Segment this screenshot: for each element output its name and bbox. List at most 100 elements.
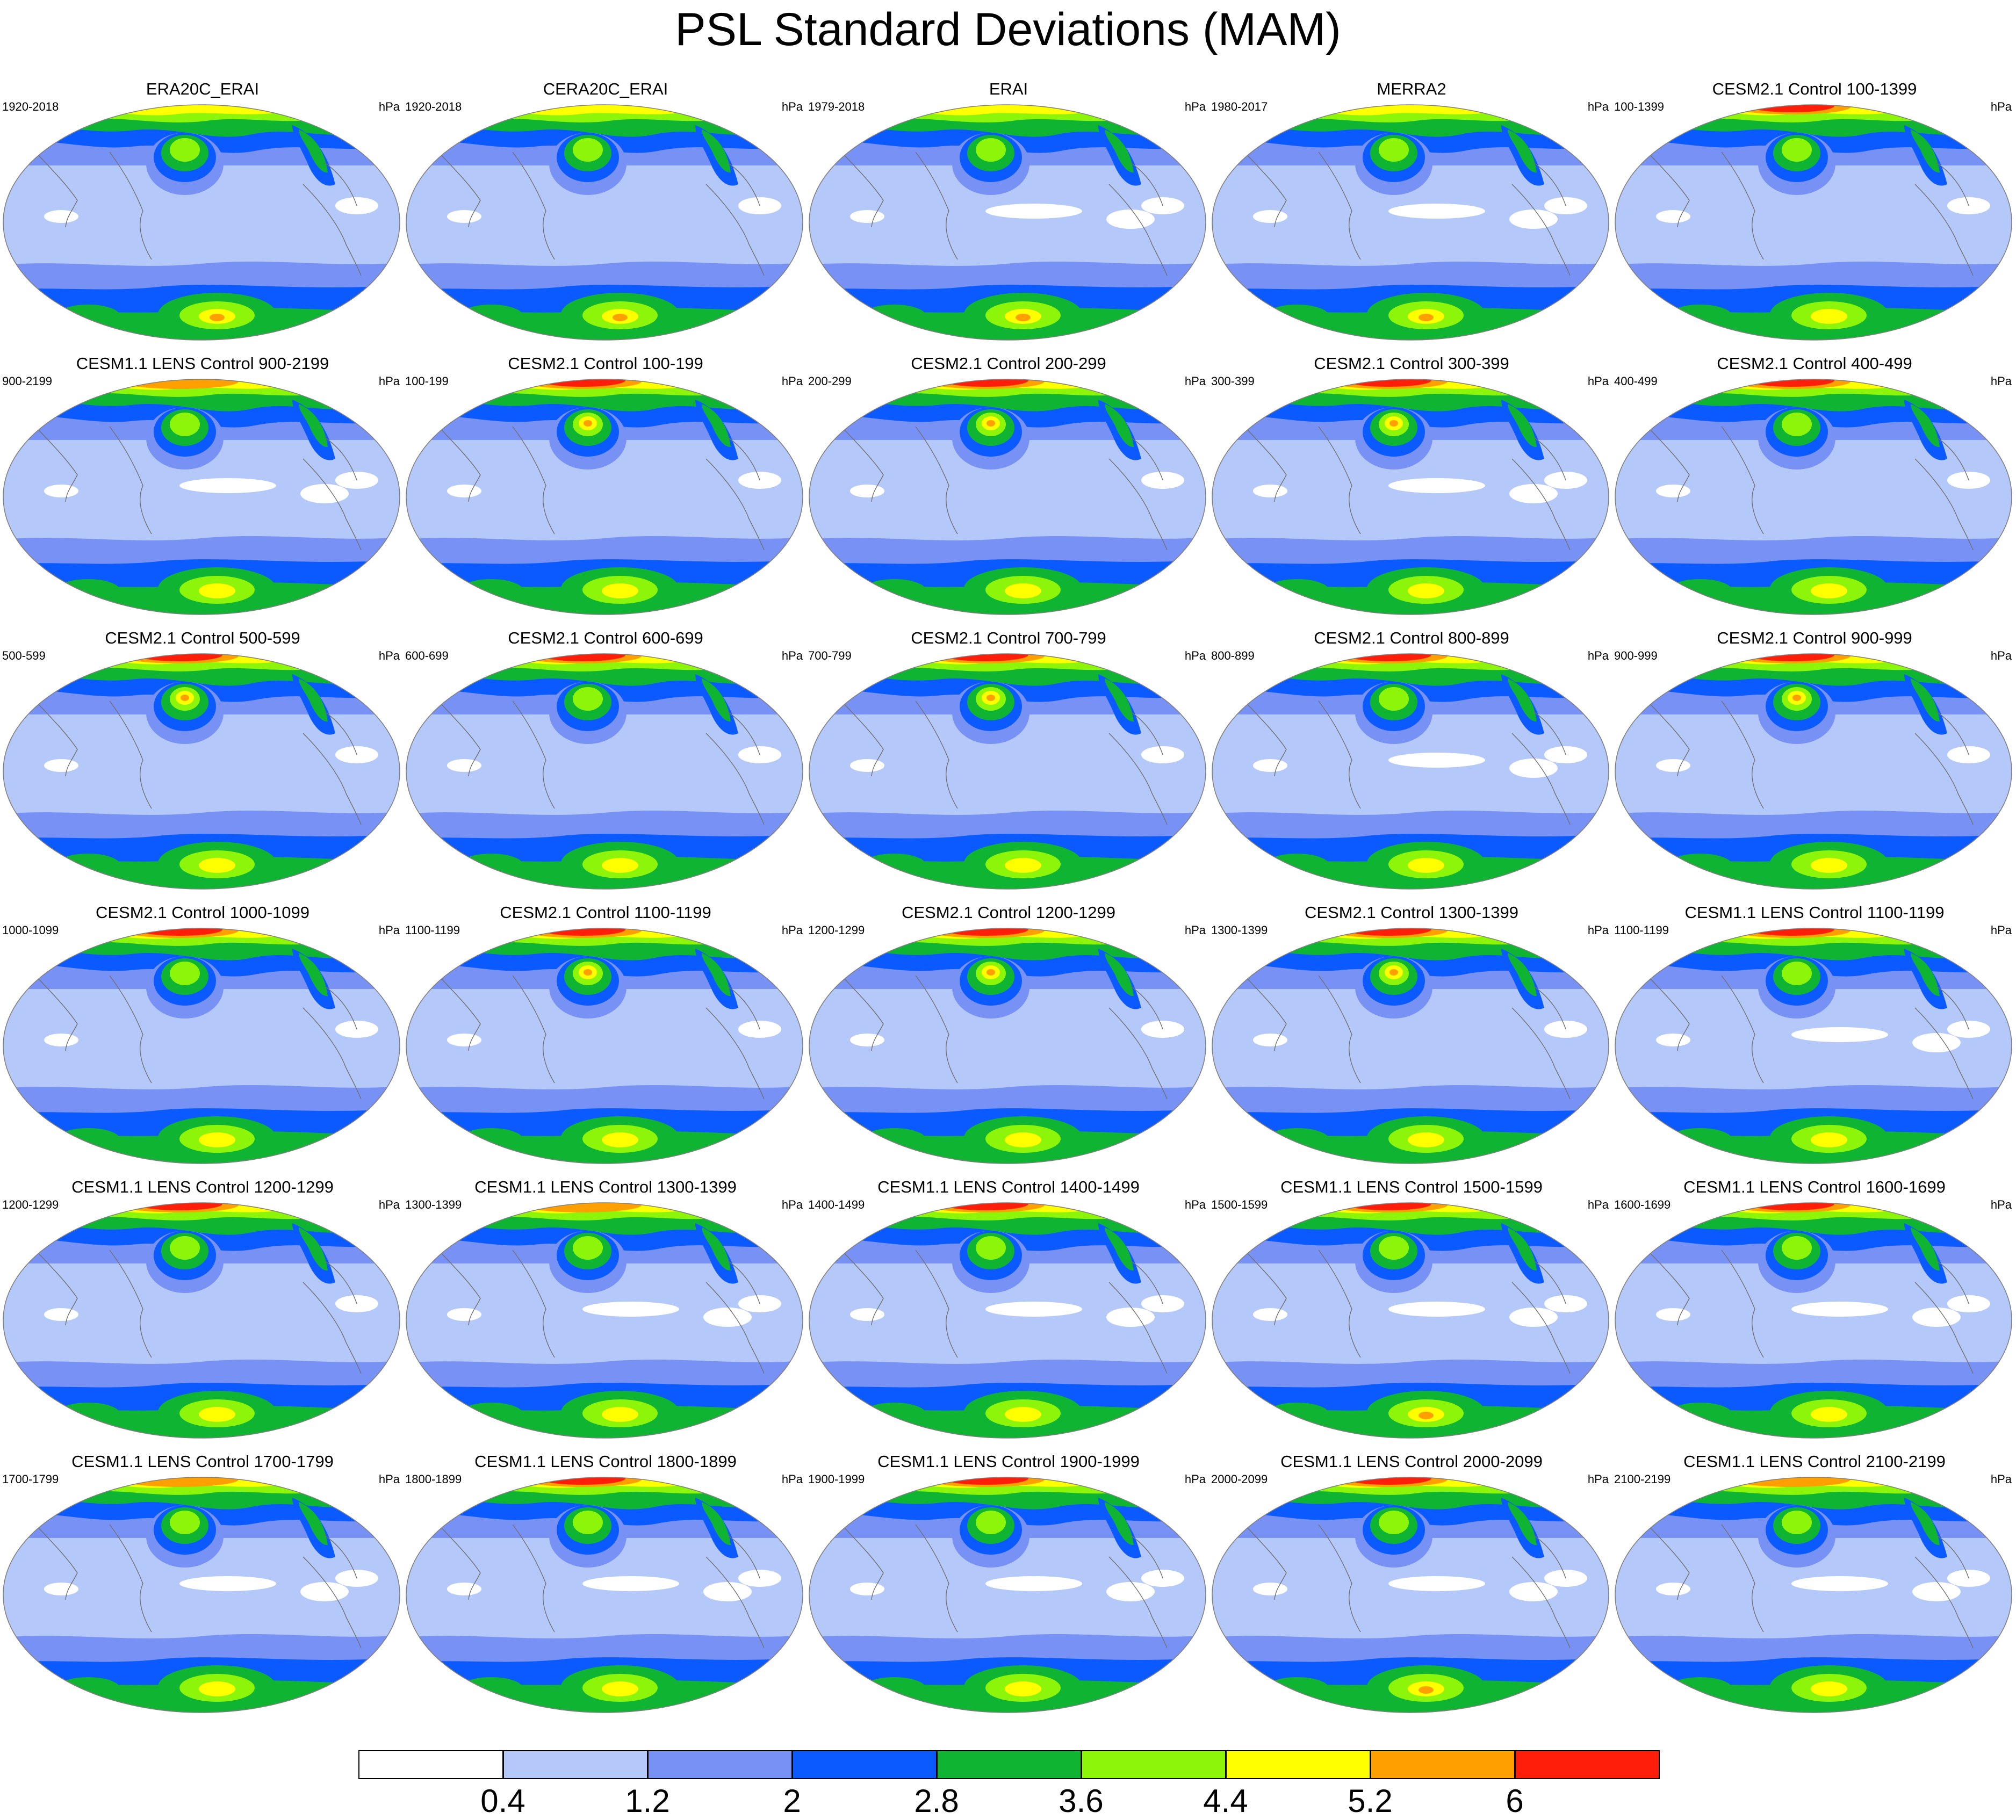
south-orange — [613, 314, 628, 321]
natl-arm-green — [1508, 953, 1537, 996]
panel-title: CESM1.1 LENS Control 1200-1299 — [71, 1178, 334, 1196]
south-yellow — [199, 1681, 235, 1696]
natl-arm-green — [1911, 1227, 1940, 1271]
tropic-white-1 — [447, 1583, 481, 1595]
tropic-white-4 — [1509, 210, 1558, 229]
colorbar-box — [358, 1750, 503, 1779]
coastline-3 — [1108, 1282, 1168, 1374]
tropic-white-1 — [44, 759, 78, 772]
coastline-4 — [1130, 162, 1163, 206]
tropic-white-1 — [850, 1583, 884, 1595]
natl-arm-green — [1911, 129, 1940, 173]
psl-std-map — [1212, 928, 1609, 1164]
panel-years: 200-299 — [808, 374, 852, 388]
panel-years: 1500-1599 — [1211, 1198, 1268, 1211]
tropic-white-1 — [850, 759, 884, 772]
south-orange — [1419, 1412, 1434, 1419]
map-outline — [3, 1477, 400, 1713]
coastline-4 — [1936, 162, 1969, 206]
tropic-white-1 — [850, 485, 884, 497]
panel-units: hPa — [781, 1472, 803, 1486]
panel-title: CESM1.1 LENS Control 2000-2099 — [1280, 1452, 1543, 1471]
tropic-white-4 — [1509, 1582, 1558, 1601]
map-outline — [809, 1477, 1206, 1713]
map-outline — [1615, 379, 2012, 615]
map-outline — [1615, 1202, 2012, 1439]
psl-std-map — [1615, 928, 2012, 1164]
coastline-4 — [1533, 1260, 1566, 1304]
south-yellow — [199, 583, 235, 598]
colorbar-label: 4.4 — [1203, 1783, 1248, 1819]
coastline-3 — [303, 1556, 362, 1649]
psl-std-map — [3, 379, 400, 615]
map-panel: CESM1.1 LENS Control 1500-1599 1500-1599 h… — [1210, 1176, 1613, 1445]
panel-years: 1200-1299 — [808, 923, 865, 937]
npac-orange — [987, 695, 995, 701]
psl-std-map — [1615, 1477, 2012, 1713]
south-yellow — [1811, 1132, 1847, 1147]
coastline-4 — [727, 1260, 760, 1304]
psl-std-map — [1615, 653, 2012, 890]
psl-std-map — [406, 379, 803, 615]
coastline-2 — [1318, 1524, 1361, 1633]
colorbar-box — [1370, 1750, 1515, 1779]
coastline-1 — [1646, 1248, 1690, 1326]
natl-arm-green — [299, 1227, 328, 1271]
map-panel: ERAI 1979-2018 hPa — [807, 78, 1210, 347]
panel-units: hPa — [1587, 1472, 1609, 1486]
npac-lime — [573, 1236, 603, 1260]
panel-title: CESM1.1 LENS Control 1500-1599 — [1280, 1178, 1543, 1196]
coastline-3 — [705, 733, 765, 825]
natl-arm-green — [1911, 404, 1940, 447]
colorbar-label: 1.2 — [625, 1783, 670, 1819]
npac-orange — [584, 969, 592, 976]
south-yellow — [199, 1132, 235, 1147]
panel-units: hPa — [378, 923, 400, 937]
coastline-4 — [727, 437, 760, 481]
map-panel: CESM2.1 Control 200-299 200-299 hPa — [807, 353, 1210, 622]
psl-std-map — [3, 653, 400, 890]
tropic-white-1 — [1656, 1583, 1690, 1595]
psl-std-map — [809, 928, 1206, 1164]
tropic-white-1 — [447, 1308, 481, 1321]
map-outline — [3, 104, 400, 341]
natl-arm-green — [299, 953, 328, 996]
panel-years: 900-2199 — [2, 374, 52, 388]
coastline-2 — [915, 426, 958, 535]
npac-lime — [1782, 1511, 1812, 1534]
coastline-3 — [705, 1007, 765, 1100]
npac-lime — [1782, 138, 1812, 162]
south-yellow — [1811, 309, 1847, 324]
map-panel: CESM2.1 Control 1200-1299 1200-1299 hPa — [807, 902, 1210, 1171]
map-outline — [406, 1477, 803, 1713]
panel-years: 2100-2199 — [1614, 1472, 1671, 1486]
tropic-white-4 — [1509, 1308, 1558, 1327]
coastline-2 — [1721, 151, 1764, 260]
panel-units: hPa — [1184, 100, 1206, 113]
south-yellow — [1005, 1681, 1041, 1696]
colorbar-box — [1515, 1750, 1660, 1779]
tropic-white-1 — [447, 485, 481, 497]
coastline-1 — [34, 1248, 78, 1326]
colorbar-box — [1081, 1750, 1226, 1779]
coastline-4 — [1533, 1535, 1566, 1579]
psl-std-map — [809, 379, 1206, 615]
tropic-white-3 — [1388, 1576, 1485, 1591]
map-panel: CESM2.1 Control 1300-1399 1300-1399 hPa — [1210, 902, 1613, 1171]
coastline-2 — [915, 975, 958, 1084]
panel-years: 300-399 — [1211, 374, 1255, 388]
coastline-4 — [727, 162, 760, 206]
south-yellow — [602, 1132, 638, 1147]
south-yellow — [1811, 1407, 1847, 1422]
coastline-2 — [915, 151, 958, 260]
coastline-1 — [1646, 150, 1690, 228]
panel-title: CESM1.1 LENS Control 1800-1899 — [474, 1452, 737, 1471]
panel-years: 400-499 — [1614, 374, 1658, 388]
south-yellow — [1005, 858, 1041, 873]
panel-units: hPa — [1184, 1472, 1206, 1486]
coastline-2 — [1318, 975, 1361, 1084]
tropic-white-4 — [1509, 484, 1558, 503]
map-panel: CERA20C_ERAI 1920-2018 hPa — [404, 78, 807, 347]
tropic-white-1 — [1253, 759, 1287, 772]
psl-std-map — [809, 104, 1206, 341]
